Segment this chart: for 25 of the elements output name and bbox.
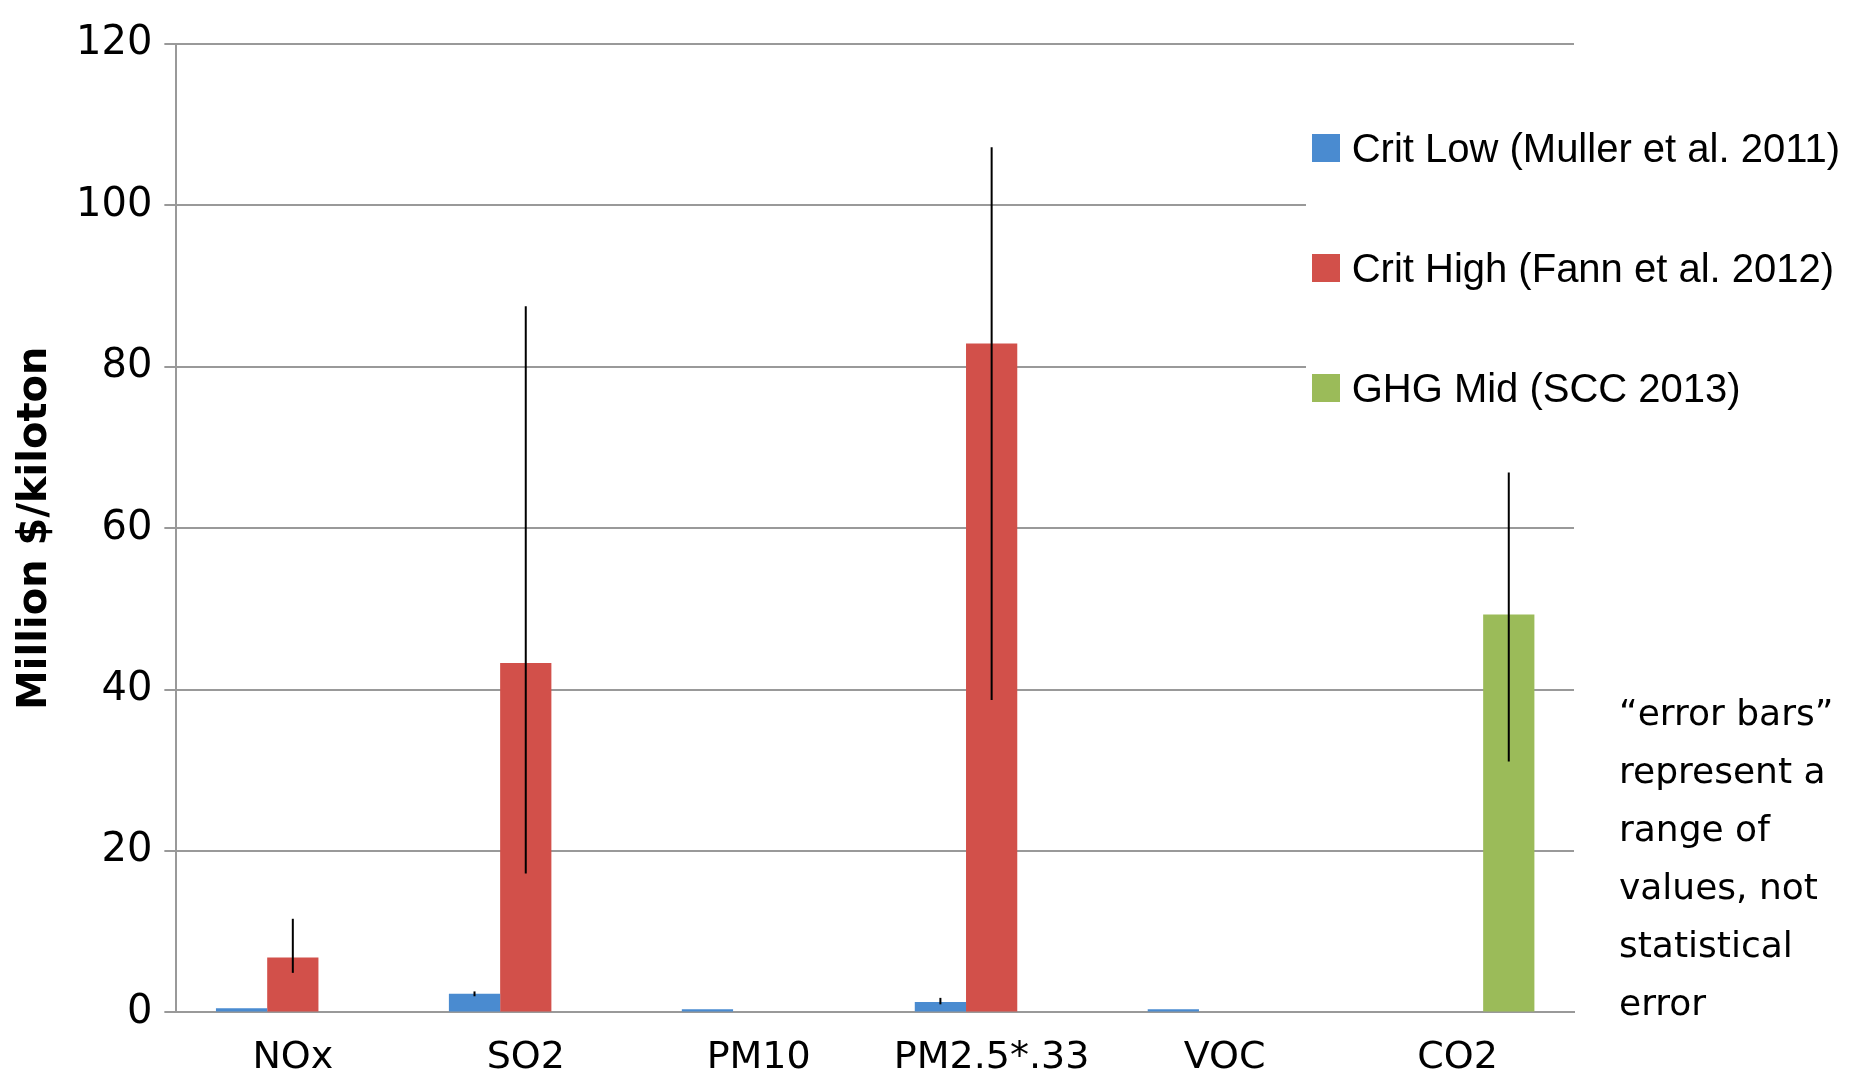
x-tick-label: VOC [1183,1033,1266,1078]
bar [914,1001,967,1012]
bar [1483,614,1535,1012]
bar [215,1008,268,1012]
y-tick-label: 20 [101,824,153,871]
y-tick-label: 0 [126,985,153,1032]
x-tick-label: SO2 [486,1033,565,1078]
text: “error bars” represent a range of values, not statistical error [1619,692,1834,1024]
y-tick-label: 60 [101,501,153,548]
y-tick-label: 120 [75,17,153,64]
bar [267,957,319,1012]
bar [966,343,1018,1012]
legend-label: GHG Mid (SCC 2013) [1351,365,1741,411]
y-tick-label: 80 [101,340,153,387]
bar [500,662,552,1012]
x-tick-label: PM10 [706,1033,811,1078]
x-tick-label: CO2 [1417,1033,1498,1078]
legend-label: Crit Low (Muller et al. 2011) [1351,125,1840,171]
bar [448,993,501,1012]
y-tick-label: 40 [101,662,153,709]
y-axis-title: Million $/kiloton [9,346,56,710]
legend-label: Crit High (Fann et al. 2012) [1351,245,1835,291]
x-tick-label: NOx [252,1033,334,1078]
y-tick-label: 100 [75,178,153,225]
x-tick-label: PM2.5*.33 [893,1033,1090,1078]
